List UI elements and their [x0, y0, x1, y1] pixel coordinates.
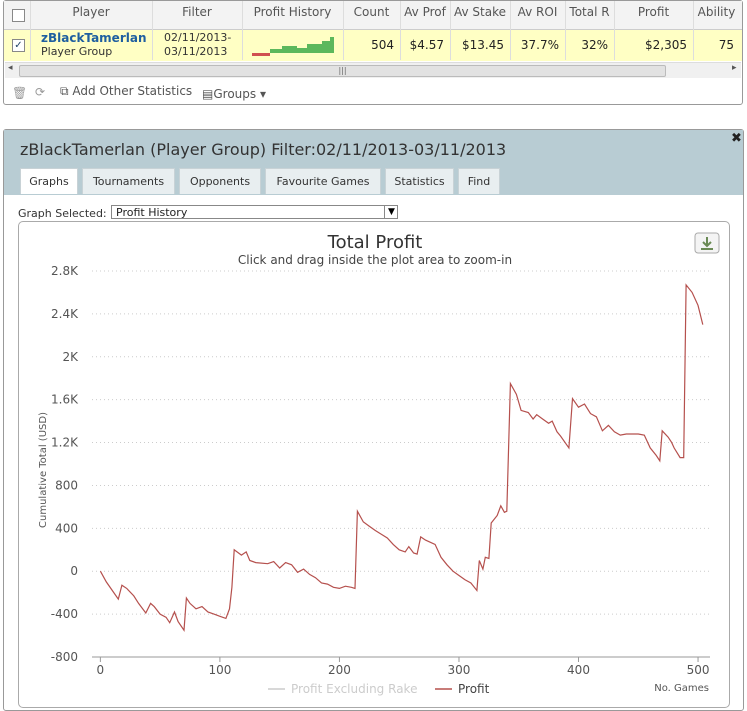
column-header[interactable]: Ability	[697, 5, 736, 19]
groups-label[interactable]: Groups	[213, 87, 257, 101]
y-tick-label: 2K	[62, 350, 79, 364]
column-divider	[242, 1, 243, 60]
x-tick-label: 100	[208, 663, 231, 677]
column-divider	[614, 1, 615, 60]
x-tick-label: 0	[97, 663, 105, 677]
cell: 37.7%	[520, 38, 559, 52]
column-divider	[152, 1, 153, 60]
cell: $13.45	[462, 38, 504, 52]
chart-frame	[18, 221, 730, 708]
column-divider	[510, 1, 511, 60]
x-tick-label: 400	[567, 663, 590, 677]
cell: 32%	[581, 38, 608, 52]
tab[interactable]: Find	[458, 168, 500, 194]
cell: 504	[371, 38, 394, 52]
legend-label[interactable]: Profit	[458, 682, 490, 696]
column-header[interactable]: Av ROI	[517, 5, 558, 19]
column-divider	[400, 1, 401, 60]
graph-selected-label: Graph Selected:	[18, 207, 107, 220]
table-row	[4, 30, 742, 61]
chart-title: Total Profit	[327, 232, 423, 253]
stats-panel	[3, 0, 743, 105]
column-divider	[30, 1, 31, 60]
close-button[interactable]: ✖	[731, 131, 742, 146]
column-divider	[693, 1, 694, 60]
tab[interactable]: Statistics	[385, 168, 454, 194]
add-statistics[interactable]: ⧉ Add Other Statistics	[60, 84, 193, 98]
scrollbar[interactable]: ||| ◂ ▸	[5, 62, 741, 78]
player-name[interactable]: zBlackTamerlan	[41, 31, 147, 45]
graph-select-value[interactable]: Profit History	[116, 206, 188, 219]
chart-subtitle: Click and drag inside the plot area to z…	[238, 253, 512, 267]
column-divider	[450, 1, 451, 60]
filter: 03/11/2013	[164, 45, 228, 58]
y-tick-label: 2.8K	[51, 264, 79, 278]
cell: $4.57	[409, 38, 444, 52]
column-header[interactable]: Av Stake	[453, 5, 506, 19]
y-tick-label: 0	[70, 564, 78, 578]
checkbox[interactable]	[12, 9, 25, 22]
x-axis-title: No. Games	[654, 683, 709, 694]
player-group: Player Group	[41, 45, 113, 58]
cell: 75	[718, 38, 734, 52]
tab[interactable]: Graphs	[20, 168, 78, 194]
add-statistics-label[interactable]: Add Other Statistics	[72, 84, 193, 98]
cell: $2,305	[645, 38, 687, 52]
graph-select[interactable]: Profit History ▼	[111, 205, 398, 219]
y-tick-label: 1.6K	[51, 393, 79, 407]
checkbox[interactable]: ✓	[12, 39, 25, 52]
legend-label[interactable]: Profit Excluding Rake	[291, 682, 417, 696]
filter: 02/11/2013-	[164, 31, 232, 44]
column-header[interactable]: Profit	[637, 5, 670, 19]
y-tick-label: 400	[55, 521, 78, 535]
refresh-icon[interactable]: ⟳	[35, 85, 46, 99]
y-axis-title: Cumulative Total (USD)	[38, 412, 49, 528]
y-tick-label: 1.2K	[51, 436, 79, 450]
table-header	[4, 1, 742, 30]
x-tick-label: 500	[687, 663, 710, 677]
profit-line	[99, 283, 704, 632]
tab[interactable]: Favourite Games	[265, 168, 381, 194]
delete-icon[interactable]: 🗑	[12, 86, 28, 100]
sparkline	[252, 37, 334, 56]
column-header[interactable]: Profit History	[253, 5, 332, 19]
y-tick-label: 800	[55, 478, 78, 492]
column-header[interactable]: Filter	[182, 5, 212, 19]
column-divider	[565, 1, 566, 60]
column-header[interactable]: Av Prof	[404, 5, 446, 19]
column-header[interactable]: Player	[72, 5, 110, 19]
column-divider	[343, 1, 344, 60]
y-tick-label: 2.4K	[51, 307, 79, 321]
groups-menu[interactable]: ▤Groups ▾	[202, 87, 266, 101]
column-header[interactable]: Total R	[569, 5, 610, 19]
column-header[interactable]: Count	[353, 5, 390, 19]
panel-title: zBlackTamerlan (Player Group) Filter:02/…	[20, 140, 507, 159]
x-tick-label: 200	[328, 663, 351, 677]
y-tick-label: -800	[51, 650, 78, 664]
y-tick-label: -400	[51, 607, 78, 621]
tab[interactable]: Opponents	[179, 168, 261, 194]
tab[interactable]: Tournaments	[82, 168, 175, 194]
chart: Total Profit Click and drag inside the p…	[38, 232, 720, 696]
x-tick-label: 300	[448, 663, 471, 677]
